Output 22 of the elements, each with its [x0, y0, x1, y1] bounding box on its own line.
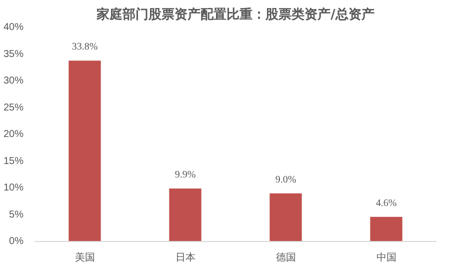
data-label: 9.9%: [174, 170, 196, 181]
x-tick-label: 日本: [175, 252, 196, 264]
y-tick-label: 15%: [3, 156, 24, 167]
y-tick-label: 20%: [3, 129, 24, 140]
y-tick-label: 40%: [3, 22, 24, 33]
data-label: 4.6%: [376, 198, 397, 209]
bar: [370, 216, 402, 242]
y-tick-label: 0%: [9, 236, 24, 247]
y-tick-label: 30%: [3, 76, 24, 86]
bar: [169, 188, 202, 242]
bar: [270, 193, 302, 242]
y-tick-label: 5%: [9, 209, 24, 220]
y-tick-label: 25%: [3, 102, 24, 114]
data-label: 33.8%: [72, 42, 98, 53]
y-tick-label: 10%: [3, 182, 24, 194]
x-tick-label: 美国: [74, 252, 95, 264]
bar: [68, 60, 101, 242]
x-tick-label: 中国: [376, 252, 396, 264]
data-label: 9.0%: [275, 174, 296, 186]
y-tick-label: 35%: [3, 48, 24, 60]
chart-title: 家庭部门股票资产配置比重：股票类资产/总资产: [96, 6, 374, 22]
x-tick-label: 德国: [276, 252, 296, 264]
